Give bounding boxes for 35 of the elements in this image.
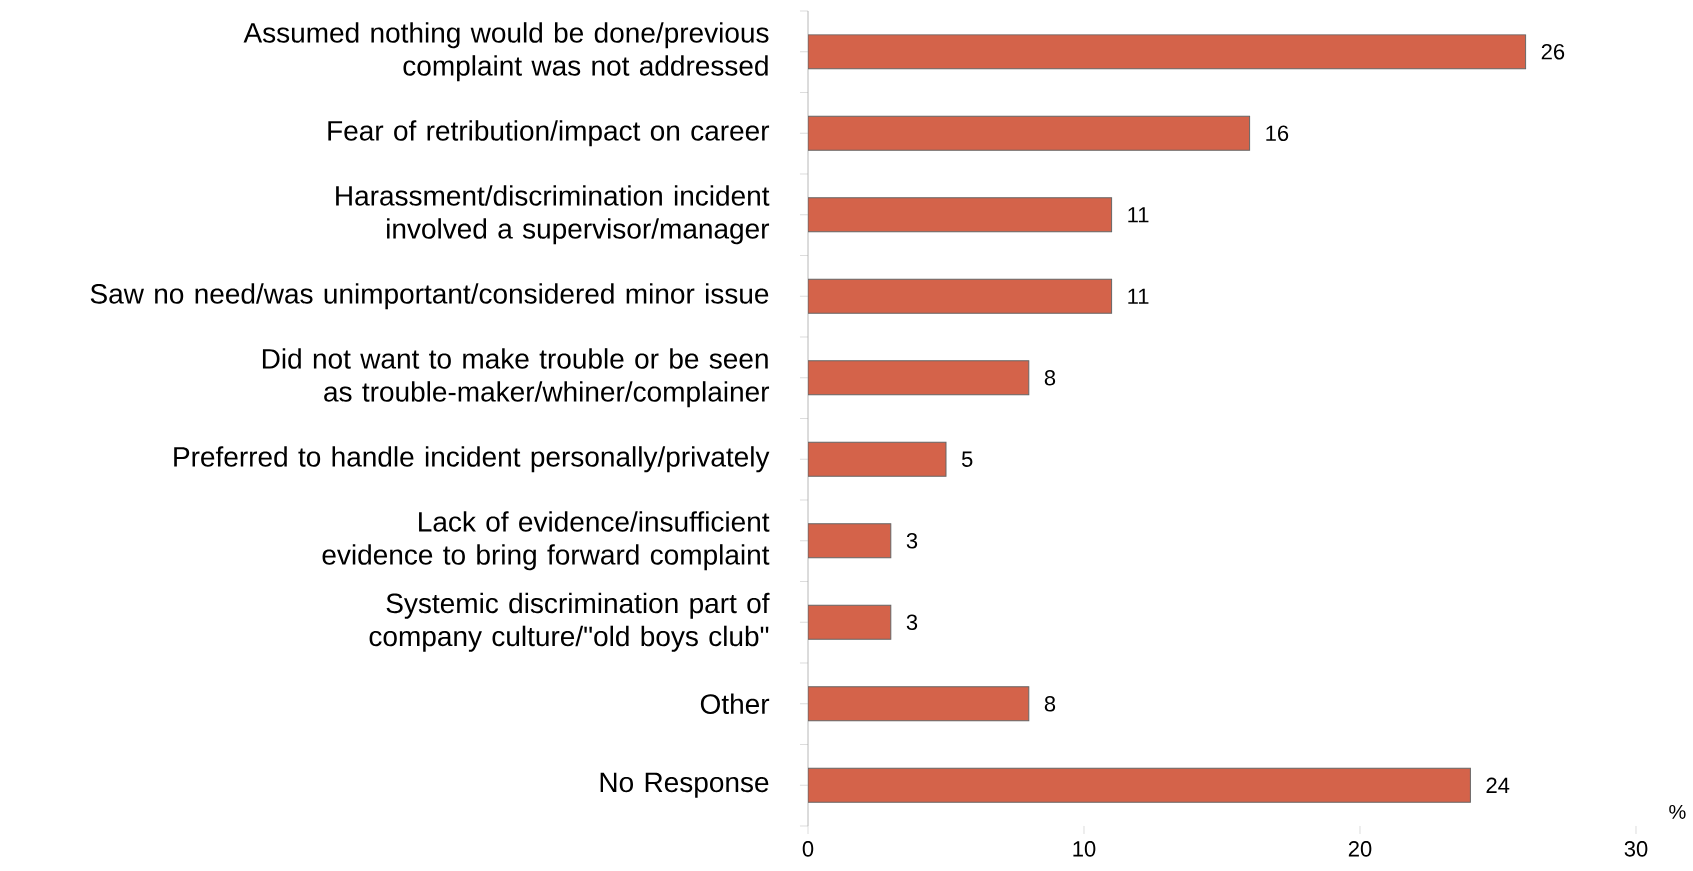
data-label: 16 bbox=[1266, 125, 1289, 142]
data-label: 3 bbox=[906, 614, 918, 631]
bar bbox=[808, 278, 1113, 314]
y-tick-label: Saw no need/was unimportant/considered minor issue bbox=[90, 283, 769, 310]
bar bbox=[808, 686, 1030, 722]
y-tick-label: No Response bbox=[600, 772, 769, 798]
bar bbox=[808, 523, 892, 559]
data-label: 8 bbox=[1044, 369, 1056, 386]
data-label: 8 bbox=[1044, 695, 1056, 712]
data-label: 3 bbox=[906, 532, 918, 549]
bar bbox=[808, 34, 1527, 70]
data-label: 11 bbox=[1128, 207, 1149, 223]
y-tick-label: Harassment/discrimination incident involved a supervisor/manager bbox=[336, 185, 770, 245]
data-label: 24 bbox=[1486, 777, 1510, 793]
x-axis-title: % bbox=[1669, 804, 1686, 819]
y-tick-label: Did not want to make trouble or be seen as trouble-maker/whiner/complainer bbox=[262, 348, 770, 408]
x-tick-label: 0 bbox=[802, 841, 814, 857]
x-tick-label: 10 bbox=[1073, 841, 1096, 857]
data-label: 26 bbox=[1541, 43, 1565, 60]
data-label: 11 bbox=[1128, 288, 1149, 304]
y-tick-label: Preferred to handle incident personally/privately bbox=[174, 446, 770, 473]
y-tick-label: Fear of retribution/impact on career bbox=[328, 120, 770, 147]
bar bbox=[808, 115, 1251, 151]
x-tick-label: 20 bbox=[1348, 841, 1372, 857]
bar bbox=[808, 441, 947, 477]
x-tick-label: 30 bbox=[1624, 841, 1648, 857]
bar bbox=[808, 767, 1471, 803]
y-tick-label: Assumed nothing would be done/previous complaint was not addressed bbox=[243, 22, 769, 82]
bar bbox=[808, 604, 892, 640]
data-label: 5 bbox=[961, 451, 973, 467]
bar bbox=[808, 197, 1113, 233]
y-tick-label: Systemic discrimination part of company culture/"old boys club" bbox=[369, 592, 770, 652]
y-tick-label: Other bbox=[700, 693, 770, 715]
y-tick-label: Lack of evidence/insufficient evidence to bring forward complaint bbox=[322, 511, 770, 571]
bar bbox=[808, 360, 1030, 396]
